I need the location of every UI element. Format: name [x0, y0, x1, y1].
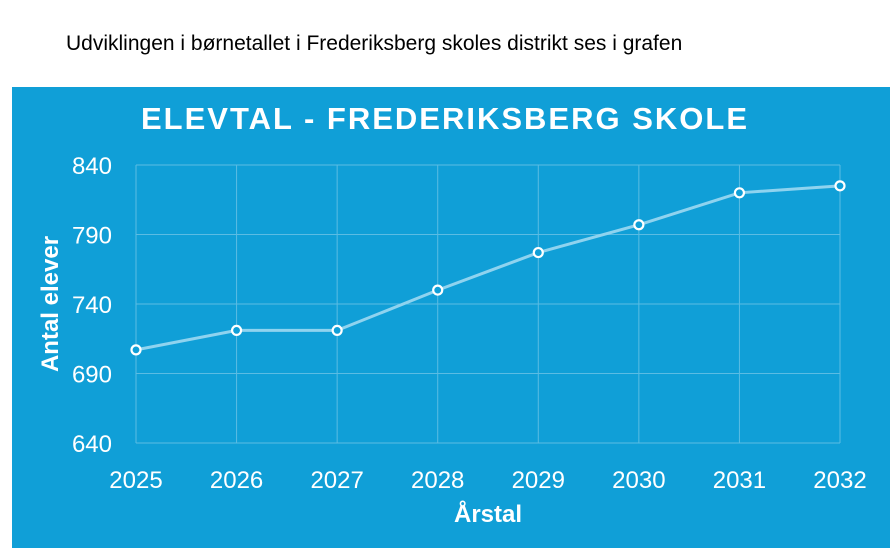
data-point: [230, 324, 243, 337]
y-tick-label: 840: [72, 153, 112, 180]
data-point: [130, 344, 142, 356]
series-line: [135, 184, 841, 352]
x-tick-label: 2032: [813, 467, 866, 494]
data-point: [633, 219, 645, 231]
x-tick-label: 2028: [411, 467, 464, 494]
intro-text: Udviklingen i børnetallet i Frederiksber…: [66, 32, 683, 55]
x-tick-label: 2031: [713, 467, 766, 494]
y-tick-label: 790: [72, 223, 112, 250]
x-tick-label: 2030: [612, 467, 665, 494]
chart-title: ELEVTAL - FREDERIKSBERG SKOLE: [140, 101, 749, 136]
data-point: [834, 180, 846, 192]
y-tick-label: 640: [72, 431, 112, 458]
x-tick-label: 2027: [310, 467, 363, 494]
x-tick-label: 2025: [109, 467, 162, 494]
y-axis-label: Antal elever: [37, 236, 64, 372]
x-axis-label: Årstal: [454, 500, 522, 528]
data-point: [532, 246, 544, 259]
y-tick-label: 690: [72, 362, 112, 389]
y-tick-label: 740: [72, 292, 112, 319]
x-tick-label: 2029: [512, 467, 565, 494]
data-point: [331, 324, 343, 337]
chart-panel: [12, 87, 890, 548]
x-tick-label: 2026: [210, 467, 263, 494]
data-point: [432, 284, 444, 296]
data-point: [733, 187, 746, 199]
